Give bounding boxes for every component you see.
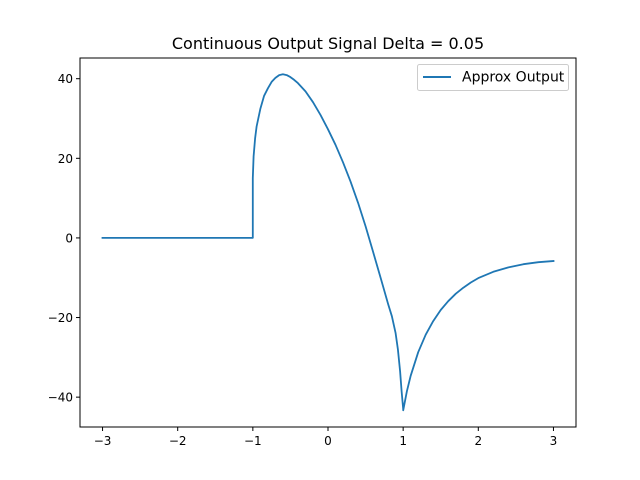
legend: Approx Output xyxy=(417,64,569,91)
y-tick-label: −20 xyxy=(48,311,73,325)
y-tick-label: 20 xyxy=(58,152,73,166)
y-tick-label: 40 xyxy=(58,72,73,86)
axes: −3 −2 −1 0 1 2 3 −40 −20 0 20 40 xyxy=(48,57,577,448)
x-tick-label: 3 xyxy=(550,434,558,448)
x-tick-label: 0 xyxy=(324,434,332,448)
plot-area xyxy=(101,73,555,412)
legend-series-label: Approx Output xyxy=(462,70,565,86)
legend-box xyxy=(417,64,569,91)
x-tick-label: −3 xyxy=(94,434,112,448)
x-tick-label: −2 xyxy=(169,434,187,448)
x-tick-label: 1 xyxy=(399,434,407,448)
chart-title: Continuous Output Signal Delta = 0.05 xyxy=(172,34,484,53)
y-tick-label: −40 xyxy=(48,391,73,405)
y-tick-label: 0 xyxy=(65,231,73,245)
series-line-0 xyxy=(101,73,555,412)
x-tick-label: −1 xyxy=(244,434,262,448)
x-tick-label: 2 xyxy=(474,434,482,448)
